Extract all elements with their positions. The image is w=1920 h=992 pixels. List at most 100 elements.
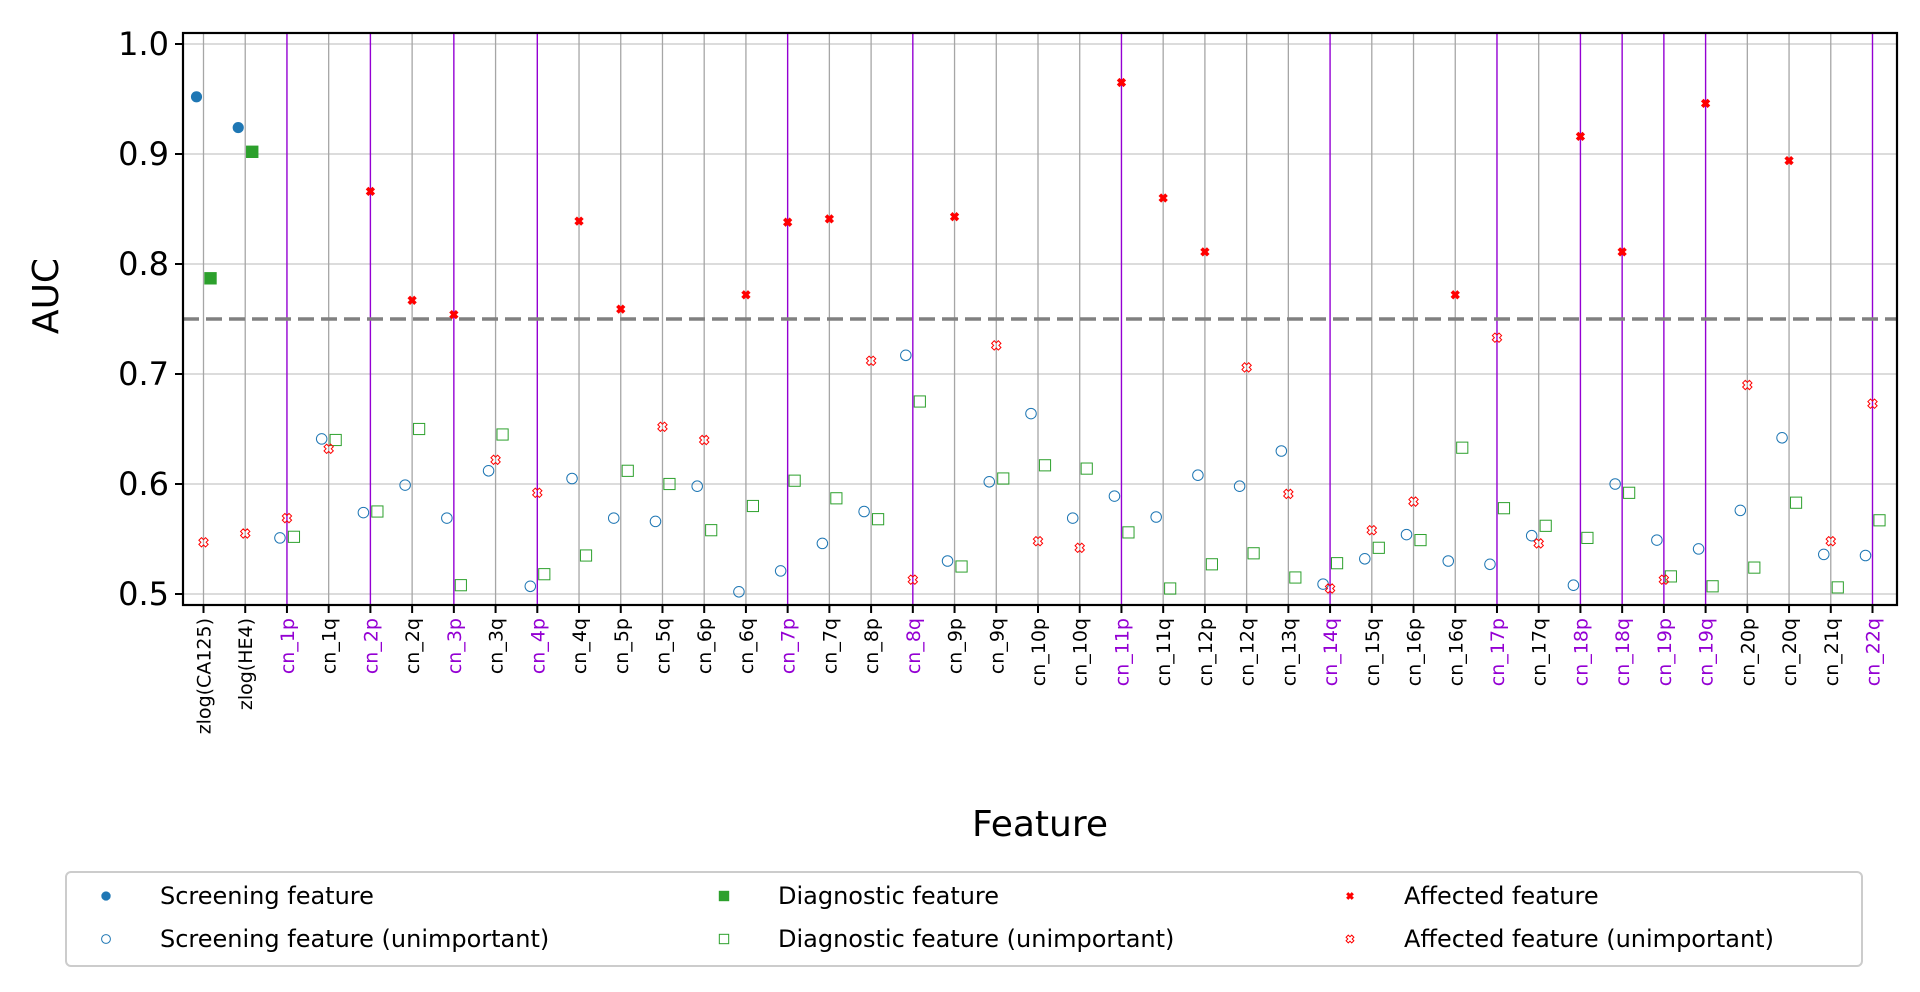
x-tick-label: cn_2p [360, 618, 382, 674]
data-point-hollow-circle [1525, 529, 1538, 542]
data-point-hollow-circle [1484, 558, 1496, 571]
x-tick-label: cn_14q [1320, 618, 1342, 686]
points-layer [190, 77, 1886, 598]
data-point-hollow-circle [441, 512, 453, 524]
data-point-filled-square [204, 272, 217, 285]
data-point-hollow-square [1664, 570, 1677, 583]
data-point-hollow-square [496, 428, 509, 441]
data-point-hollow-square [1748, 561, 1761, 574]
x-tick-label: cn_17q [1529, 618, 1551, 686]
x-tick-label: cn_11p [1111, 618, 1133, 686]
x-tick-label: cn_17p [1487, 618, 1509, 686]
x-tick-label: cn_22q [1863, 618, 1885, 686]
data-point-hollow-square [1706, 580, 1719, 593]
data-point-hollow-x [1408, 496, 1419, 507]
data-point-filled-circle [190, 91, 203, 103]
data-point-hollow-square [1873, 514, 1886, 527]
x-tick-label: cn_8p [861, 618, 883, 674]
data-point-filled-x [1450, 290, 1460, 300]
data-point-hollow-square [872, 513, 885, 526]
x-tick-label: cn_11q [1153, 618, 1175, 686]
data-point-hollow-x [1241, 362, 1252, 373]
data-point-hollow-circle [1818, 548, 1830, 561]
data-point-hollow-square [1038, 459, 1052, 472]
data-point-hollow-circle [399, 479, 411, 491]
data-point-hollow-square [913, 395, 926, 408]
data-point-filled-x [407, 295, 417, 305]
x-tick-label: cn_1p [277, 618, 299, 674]
x-tick-label: cn_15q [1362, 618, 1384, 686]
y-tick-label: 0.5 [118, 575, 169, 613]
data-point-hollow-circle [1400, 528, 1413, 541]
data-point-hollow-square [413, 422, 426, 436]
y-tick-label: 0.6 [118, 465, 169, 503]
legend-marker [718, 890, 730, 902]
data-point-filled-x [616, 304, 626, 314]
x-tick-label: cn_5q [652, 618, 674, 674]
x-tick-label: cn_6q [736, 618, 758, 674]
data-point-filled-x [1617, 247, 1627, 257]
data-point-hollow-circle [774, 565, 787, 577]
data-point-hollow-circle [1233, 480, 1246, 492]
x-tick-label: cn_6p [694, 618, 716, 674]
data-point-hollow-square [663, 477, 676, 491]
data-point-hollow-square [1205, 558, 1218, 571]
data-point-hollow-x [1825, 535, 1837, 547]
data-point-hollow-square [1289, 571, 1302, 584]
data-point-hollow-circle [941, 555, 954, 567]
data-point-hollow-circle [900, 349, 912, 362]
x-axis-label: Feature [972, 804, 1108, 845]
data-point-hollow-x [657, 421, 668, 433]
data-point-hollow-square [705, 524, 718, 537]
x-tick-label: cn_8q [903, 618, 925, 674]
data-point-hollow-x [1741, 379, 1753, 391]
data-point-hollow-square [621, 464, 634, 477]
data-point-hollow-x [490, 454, 501, 466]
data-point-hollow-circle [1275, 445, 1288, 457]
data-point-hollow-square [1164, 582, 1177, 595]
data-point-hollow-square [1539, 519, 1552, 532]
legend-marker [1345, 934, 1355, 944]
data-point-hollow-square [1247, 547, 1260, 560]
data-point-filled-x [1158, 193, 1168, 203]
data-point-hollow-circle [983, 476, 996, 488]
x-tick-label: cn_3p [444, 618, 466, 674]
x-tick-label: cn_20p [1737, 618, 1759, 686]
data-point-filled-x [1700, 98, 1711, 109]
x-tick-label: cn_1q [319, 618, 341, 674]
x-tick-label: cn_7p [778, 618, 800, 674]
data-point-filled-x [949, 212, 960, 222]
data-point-hollow-circle [1108, 490, 1121, 502]
data-point-hollow-x [281, 512, 293, 524]
x-tick-label: cn_9q [986, 618, 1008, 674]
legend-label: Diagnostic feature [778, 882, 999, 910]
data-point-hollow-circle [1192, 469, 1204, 481]
data-point-hollow-circle [1442, 555, 1455, 567]
data-point-hollow-circle [1609, 478, 1621, 490]
data-point-hollow-square [454, 579, 467, 592]
data-point-hollow-x [1491, 332, 1503, 344]
data-point-hollow-circle [1859, 549, 1872, 562]
data-point-hollow-x [1366, 524, 1378, 536]
legend-label: Diagnostic feature (unimportant) [778, 925, 1174, 953]
y-axis-label: AUC [26, 258, 67, 334]
data-point-hollow-x [1074, 542, 1086, 554]
data-point-filled-square [246, 145, 259, 158]
data-point-hollow-square [287, 530, 301, 543]
data-point-hollow-square [1414, 534, 1427, 547]
x-tick-label: cn_12q [1237, 618, 1259, 686]
data-point-filled-x [783, 217, 793, 227]
x-tick-label: cn_20q [1779, 618, 1801, 686]
legend: Screening feature Diagnostic feature Affec… [65, 871, 1863, 967]
x-axis: zlog(CA125) zlog(HE4) cn_1p cn_1q cn_2p cn_2q… [194, 605, 1885, 734]
legend-label: Affected feature [1404, 882, 1599, 910]
x-tick-label: cn_18q [1612, 618, 1634, 686]
data-point-hollow-circle [274, 532, 286, 544]
plot-frame [181, 31, 1899, 607]
data-point-filled-x [365, 186, 376, 197]
data-point-hollow-circle [607, 512, 620, 524]
data-point-hollow-square [788, 474, 801, 487]
data-point-hollow-circle [1651, 534, 1663, 546]
data-point-hollow-x [990, 340, 1002, 351]
